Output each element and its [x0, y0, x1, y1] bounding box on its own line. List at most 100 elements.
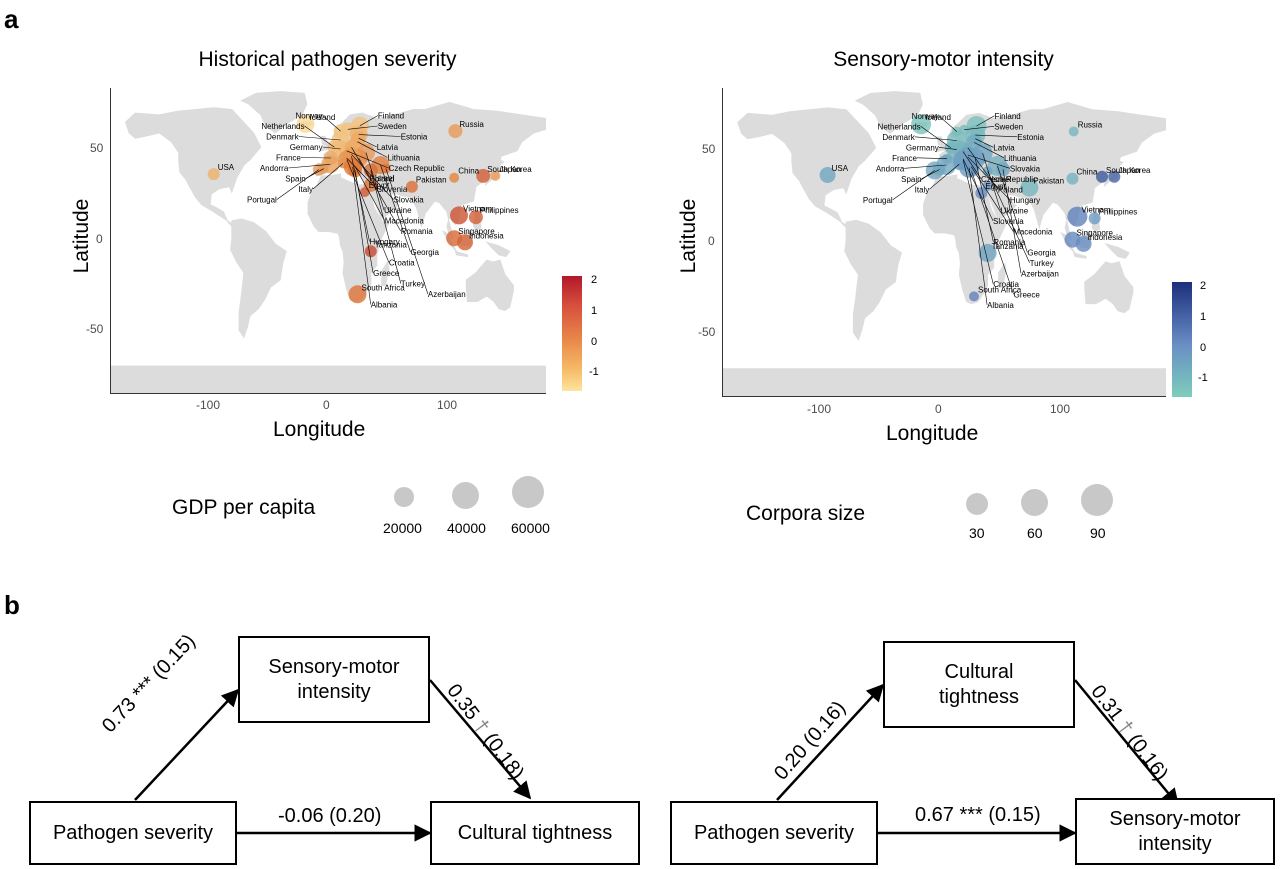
country-label: Indonesia: [469, 231, 504, 240]
label-leader-line: [975, 158, 994, 242]
label-leader-line: [298, 136, 341, 141]
land-polygon: [381, 260, 390, 286]
country-point: [1075, 235, 1092, 252]
country-label: Sweden: [994, 122, 1023, 131]
map1-size-legend-label: 60000: [511, 520, 550, 536]
diagram1-mediator-box: Sensory-motor intensity: [238, 636, 430, 723]
country-label: Sweden: [378, 122, 407, 131]
label-leader-line: [914, 136, 957, 141]
label-leader-line: [975, 138, 994, 148]
country-label: South Korea: [487, 165, 532, 174]
country-label: USA: [832, 164, 849, 173]
diagram2-mediator-box: Cultural tightness: [883, 641, 1075, 728]
country-point: [982, 166, 993, 177]
country-point: [819, 167, 836, 183]
country-label: Denmark: [266, 133, 299, 142]
country-point: [1096, 170, 1108, 183]
land-polygon: [1104, 242, 1130, 259]
map1-colorbar-tick: 2: [591, 274, 598, 286]
country-label: Ukraine: [384, 206, 412, 215]
country-label: Italy: [915, 185, 930, 194]
diagram2-outcome-box: Sensory-motor intensity: [1075, 798, 1275, 865]
country-label: Greece: [373, 269, 400, 278]
country-label: Romania: [401, 227, 434, 236]
map2-colorbar-tick: -1: [1198, 372, 1208, 384]
label-leader-line: [967, 156, 1011, 201]
country-label: Ukraine: [1001, 206, 1029, 215]
map2-y-axis-title: Latitude: [677, 198, 700, 274]
map2-size-legend-circle: [966, 493, 988, 515]
country-label: Slovakia: [394, 196, 425, 205]
country-label: China: [458, 167, 479, 176]
map2-colorbar-tick: 2: [1200, 280, 1207, 292]
map2-size-legend-label: 60: [1027, 525, 1043, 541]
country-point: [969, 291, 979, 302]
land-polygon: [844, 219, 902, 341]
country-label: Poland: [370, 175, 395, 184]
map1-size-legend-label: 20000: [383, 520, 422, 536]
label-leader-line: [976, 115, 995, 127]
country-label: Georgia: [411, 248, 440, 257]
label-leader-line: [385, 168, 429, 295]
label-leader-line: [962, 151, 982, 179]
label-leader-line: [987, 171, 1030, 263]
country-label: Vietnam: [1081, 206, 1111, 215]
country-label: Denmark: [882, 133, 915, 142]
label-leader-line: [322, 146, 341, 150]
label-leader-line: [322, 115, 341, 132]
label-leader-line: [354, 170, 374, 274]
country-point: [911, 114, 932, 135]
country-point: [296, 114, 315, 133]
land-polygon: [454, 250, 468, 258]
country-label: France: [276, 154, 301, 163]
map1-colorbar-tick: 1: [591, 305, 598, 317]
country-label: Iceland: [310, 113, 336, 122]
map1-size-legend-circle: [512, 476, 544, 508]
label-leader-line: [347, 125, 378, 130]
label-leader-line: [276, 169, 319, 200]
land-polygon: [923, 174, 1007, 305]
country-label: Poland: [998, 185, 1023, 194]
label-leader-line: [971, 171, 1014, 295]
country-label: Philippines: [480, 206, 519, 215]
label-leader-line: [346, 150, 389, 169]
land-polygon: [737, 107, 877, 228]
land-polygon: [124, 107, 262, 227]
country-label: Turkey: [401, 280, 425, 289]
country-label: Norway: [295, 112, 322, 121]
diagram2-mediator-label: Cultural tightness: [938, 660, 1020, 708]
land-polygon: [998, 262, 1007, 288]
country-point: [1066, 172, 1079, 185]
map1-xtick: 100: [437, 398, 458, 412]
map2-size-legend-title: Corpora size: [746, 502, 866, 525]
label-leader-line: [962, 160, 994, 284]
country-point: [978, 243, 997, 262]
country-label: Spain: [285, 175, 305, 184]
map1-ytick: 50: [90, 141, 104, 155]
country-label: Andorra: [260, 164, 289, 173]
diagram1-predictor-label: Pathogen severity: [52, 821, 214, 844]
land-polygon: [240, 91, 308, 134]
land-polygon: [854, 91, 923, 134]
country-label: Italy: [298, 185, 313, 194]
map2-colorbar-tick: 1: [1200, 311, 1207, 323]
map2-plot-area: Iceland Norway Finland Sweden Estonia Latvia N…: [722, 88, 1166, 397]
country-point: [348, 285, 367, 304]
map2-x-axis-title: Longitude: [886, 422, 979, 445]
country-point: [925, 161, 944, 180]
country-point: [448, 124, 463, 139]
country-point: [207, 168, 220, 181]
map2-xtick: -100: [807, 402, 832, 416]
country-label: Romania: [993, 238, 1026, 247]
country-label: Latvia: [377, 143, 399, 152]
country-label: South Africa: [978, 285, 1022, 294]
label-leader-line: [304, 125, 335, 148]
country-point: [1088, 212, 1101, 225]
map1-xtick: -100: [196, 398, 221, 412]
panel-a-label: a: [4, 4, 19, 34]
country-label: Japan: [499, 165, 521, 174]
country-label: Germany: [290, 143, 323, 152]
land-polygon: [230, 218, 287, 339]
map1-size-legend-circle: [452, 482, 479, 509]
